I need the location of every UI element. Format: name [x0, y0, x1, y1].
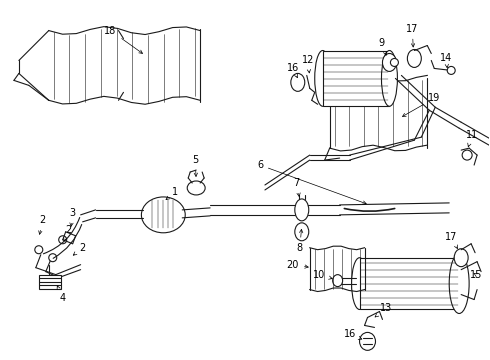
Ellipse shape [449, 254, 469, 314]
Ellipse shape [383, 54, 396, 71]
Ellipse shape [382, 50, 397, 106]
Text: 13: 13 [375, 302, 392, 317]
FancyBboxPatch shape [360, 258, 459, 310]
Text: 3: 3 [70, 208, 76, 226]
Text: 11: 11 [466, 130, 478, 147]
Text: 7: 7 [294, 178, 300, 197]
Ellipse shape [360, 332, 375, 350]
Ellipse shape [295, 223, 309, 241]
FancyBboxPatch shape [39, 275, 61, 289]
Text: 17: 17 [406, 24, 418, 47]
Text: 16: 16 [287, 63, 299, 78]
Text: 16: 16 [343, 329, 362, 339]
Text: 14: 14 [440, 54, 452, 68]
Text: 2: 2 [74, 243, 86, 255]
Text: 18: 18 [104, 26, 143, 53]
Text: 6: 6 [257, 160, 366, 204]
Ellipse shape [462, 150, 472, 160]
Ellipse shape [59, 236, 67, 244]
Ellipse shape [35, 246, 43, 254]
Ellipse shape [187, 181, 205, 195]
Ellipse shape [352, 258, 368, 310]
Text: 1: 1 [166, 187, 178, 200]
Ellipse shape [291, 73, 305, 91]
FancyBboxPatch shape [323, 50, 390, 106]
Text: 5: 5 [192, 155, 198, 176]
Ellipse shape [295, 199, 309, 221]
Ellipse shape [142, 197, 185, 233]
Text: 20: 20 [287, 260, 308, 270]
Text: 8: 8 [297, 229, 303, 253]
Text: 17: 17 [445, 232, 458, 249]
Text: 4: 4 [57, 286, 66, 302]
Text: 9: 9 [378, 37, 387, 55]
Ellipse shape [391, 58, 398, 67]
Ellipse shape [333, 275, 343, 287]
Text: 2: 2 [64, 225, 72, 241]
Text: 12: 12 [301, 55, 314, 73]
Ellipse shape [315, 50, 331, 106]
Ellipse shape [49, 254, 57, 262]
Text: 15: 15 [470, 270, 482, 280]
Ellipse shape [407, 50, 421, 67]
Text: 19: 19 [402, 93, 441, 117]
Ellipse shape [454, 249, 468, 267]
Text: 2: 2 [39, 215, 46, 234]
Text: 10: 10 [313, 270, 332, 280]
Ellipse shape [447, 67, 455, 75]
